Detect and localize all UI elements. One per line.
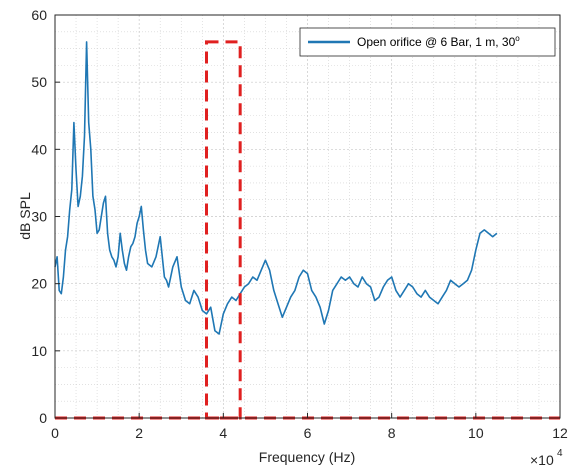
legend-label: Open orifice @ 6 Bar, 1 m, 30o <box>357 34 520 49</box>
x-exponent-base: ×10 <box>530 452 554 468</box>
y-tick-label: 10 <box>31 343 47 359</box>
y-tick-label: 50 <box>31 74 47 90</box>
y-tick-label: 0 <box>39 410 47 426</box>
x-tick-label: 12 <box>552 425 568 441</box>
x-tick-label: 0 <box>51 425 59 441</box>
y-tick-label: 60 <box>31 7 47 23</box>
series-layer <box>54 41 498 335</box>
x-tick-label: 2 <box>135 425 143 441</box>
legend: Open orifice @ 6 Bar, 1 m, 30o <box>299 27 556 57</box>
x-exponent-power: 4 <box>557 448 563 459</box>
legend-label-text: Open orifice @ 6 Bar, 1 m, 30 <box>357 35 516 49</box>
x-exponent: ×10 4 <box>530 448 563 468</box>
series-line-0 <box>54 41 498 335</box>
x-tick-label: 6 <box>304 425 312 441</box>
x-tick-label: 8 <box>388 425 396 441</box>
y-tick-label: 20 <box>31 276 47 292</box>
x-axis-label: Frequency (Hz) <box>259 449 355 465</box>
y-tick-label: 40 <box>31 141 47 157</box>
legend-label-superscript: o <box>515 34 520 43</box>
x-tick-label: 4 <box>219 425 227 441</box>
y-axis-label: dB SPL <box>17 192 33 240</box>
tick-layer: 0 2 4 6 8 10 12 0 10 20 30 40 50 60 <box>31 7 568 441</box>
x-tick-label: 10 <box>468 425 484 441</box>
y-tick-label: 30 <box>31 209 47 225</box>
